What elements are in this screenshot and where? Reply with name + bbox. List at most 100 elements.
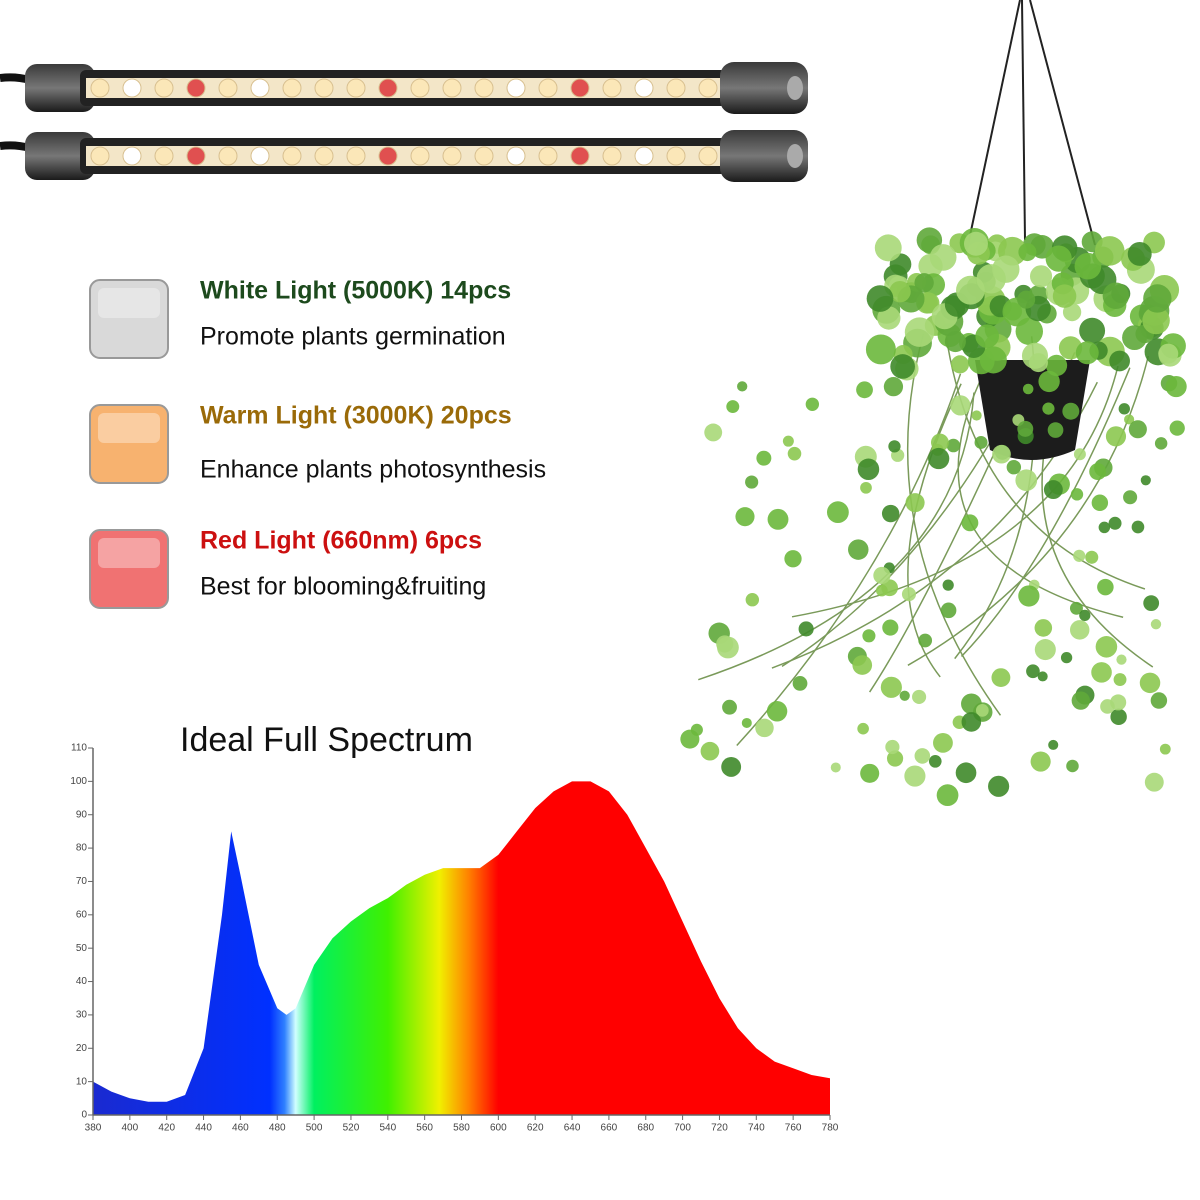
leaf: [961, 514, 979, 532]
led: [506, 146, 526, 166]
leaf: [975, 703, 989, 717]
leaf: [1034, 619, 1053, 637]
spectrum-chart: 0 10 20 30 40 50 60 70 80 90 100 110 380 400 420 440 460…: [70, 743, 838, 1134]
led: [538, 78, 558, 98]
leaf: [882, 619, 899, 636]
leaf: [1098, 521, 1111, 534]
leaf: [961, 712, 982, 732]
leaf: [735, 507, 755, 527]
y-tick-label: 70: [76, 876, 88, 887]
leaf: [914, 273, 934, 293]
leaf: [1110, 708, 1127, 726]
x-tick-label: 400: [122, 1123, 139, 1134]
leaf: [1069, 620, 1090, 640]
legend-description: Best for blooming&fruiting: [200, 573, 486, 601]
leaf: [1100, 699, 1115, 714]
leaf: [857, 722, 869, 735]
leaf: [857, 458, 880, 481]
leaf: [1124, 414, 1135, 425]
leaf: [1045, 354, 1068, 377]
leaf: [1026, 664, 1040, 679]
x-tick-label: 700: [674, 1123, 691, 1134]
leaf: [905, 493, 925, 513]
leaf: [1071, 691, 1090, 710]
leaf: [1091, 494, 1109, 511]
leaf: [862, 629, 876, 643]
legend-item: Red Light (660nm) 6pcs Best for blooming&…: [89, 527, 486, 609]
leaf: [1073, 549, 1086, 562]
leaf: [756, 450, 772, 466]
leaf: [1118, 403, 1130, 415]
leaf: [1052, 284, 1077, 308]
x-tick-label: 440: [195, 1123, 212, 1134]
swatch: [89, 279, 169, 359]
leaf: [722, 699, 737, 715]
leaf: [1060, 651, 1073, 664]
leaf: [1073, 448, 1086, 461]
leaf: [1150, 619, 1162, 630]
x-tick-label: 420: [158, 1123, 175, 1134]
leaf: [944, 331, 966, 353]
leaf: [1075, 341, 1099, 365]
leaf: [1015, 469, 1038, 492]
leaf: [955, 762, 977, 784]
x-tick-label: 740: [748, 1123, 765, 1134]
led: [410, 146, 430, 166]
led: [90, 78, 110, 98]
leaf: [1169, 420, 1185, 436]
led: [314, 146, 334, 166]
leaf: [1021, 342, 1049, 369]
led: [602, 146, 622, 166]
vine: [907, 355, 1150, 666]
led: [634, 78, 654, 98]
leaf: [875, 584, 888, 597]
leaf: [1066, 759, 1079, 773]
x-tick-label: 540: [379, 1123, 396, 1134]
swatch-shine: [98, 288, 160, 318]
leaf: [1038, 370, 1060, 393]
leaf: [929, 244, 957, 271]
leaf: [1142, 306, 1170, 335]
led: [378, 78, 398, 98]
led: [154, 146, 174, 166]
leaf: [852, 655, 873, 675]
y-tick-label: 30: [76, 1010, 88, 1021]
leaf: [992, 444, 1011, 464]
led: [90, 146, 110, 166]
leaf: [1034, 639, 1056, 661]
leaf: [918, 633, 933, 648]
leaf: [745, 475, 759, 489]
leaf: [792, 676, 808, 691]
leaf: [899, 690, 910, 701]
leaf: [1070, 488, 1084, 501]
leaf: [928, 447, 950, 470]
vine: [960, 367, 1131, 657]
leaf: [950, 355, 970, 374]
led: [154, 78, 174, 98]
leaf: [860, 763, 880, 783]
led: [442, 146, 462, 166]
leaf: [979, 346, 1007, 374]
leaf: [1047, 422, 1064, 438]
legend-description: Enhance plants photosynthesis: [200, 456, 546, 484]
x-tick-label: 600: [490, 1123, 507, 1134]
y-tick-label: 90: [76, 809, 88, 820]
leaf: [889, 280, 911, 303]
led: [698, 78, 718, 98]
led: [698, 146, 718, 166]
led: [570, 78, 590, 98]
led: [570, 146, 590, 166]
leaf: [1158, 343, 1179, 364]
x-tick-label: 660: [601, 1123, 618, 1134]
x-tick-label: 560: [416, 1123, 433, 1134]
leaf: [1045, 245, 1072, 272]
leaf: [1030, 751, 1051, 772]
leaf: [704, 423, 723, 442]
hanging-plant: [680, 0, 1187, 807]
x-tick-label: 380: [85, 1123, 102, 1134]
leaf: [1089, 463, 1107, 481]
y-tick-label: 60: [76, 909, 88, 920]
leaf: [1150, 692, 1168, 709]
leaf: [964, 231, 988, 256]
